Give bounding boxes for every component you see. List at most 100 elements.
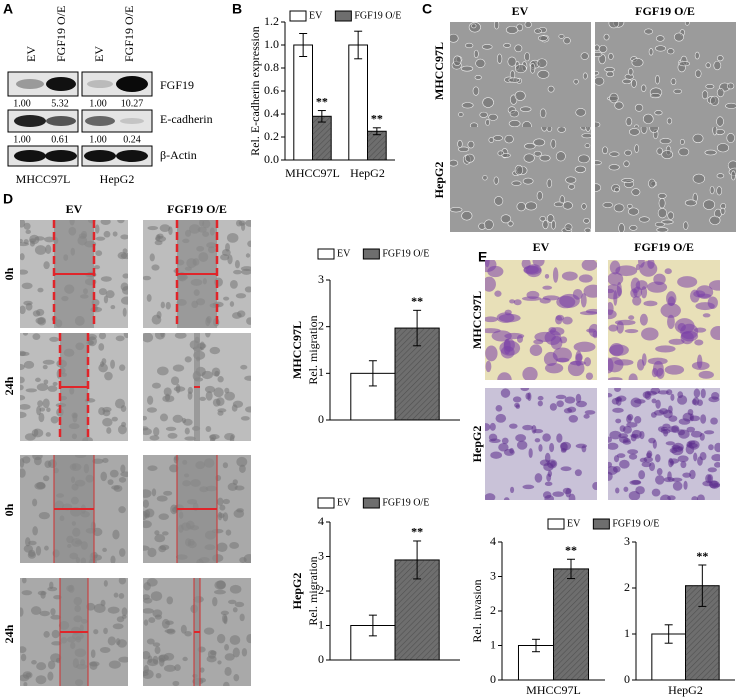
cell: [690, 430, 703, 438]
cell: [36, 662, 47, 671]
cell: [614, 388, 621, 393]
cell: [239, 464, 246, 473]
cell: [160, 301, 166, 309]
cell: [44, 236, 55, 243]
cell: [120, 405, 127, 412]
cell: [689, 289, 700, 303]
cell: [143, 275, 152, 281]
cell: [608, 471, 613, 481]
cell: [503, 497, 510, 500]
cell: [646, 391, 657, 396]
blot-band: [16, 79, 44, 89]
cell: [36, 405, 42, 416]
cell: [630, 397, 642, 408]
cell: [557, 127, 566, 133]
cell: [159, 657, 165, 667]
cells: [485, 260, 597, 380]
micrograph: [450, 127, 591, 232]
cell: [628, 315, 635, 320]
cell: [613, 203, 625, 213]
cell: [226, 232, 239, 243]
cell: [233, 674, 240, 682]
blot-band: [116, 150, 148, 162]
cell: [625, 117, 633, 127]
cell: [716, 143, 730, 153]
cell: [657, 193, 667, 199]
cell: [481, 44, 493, 50]
cell: [703, 199, 716, 210]
cell: [216, 542, 228, 552]
column-label: FGF19 O/E: [122, 6, 136, 62]
cell: [43, 261, 50, 270]
cell: [609, 92, 619, 104]
cell: [538, 444, 543, 452]
cell: [217, 408, 227, 413]
cell: [692, 173, 705, 184]
cell: [562, 201, 573, 210]
cell: [146, 294, 152, 302]
cell: [34, 236, 45, 241]
cell: [21, 578, 27, 584]
cell: [666, 389, 673, 396]
cell: [21, 282, 33, 290]
y-tick-label: 0: [318, 652, 324, 666]
cell: [514, 90, 526, 101]
cell: [578, 274, 593, 283]
cell: [627, 449, 639, 455]
cell: [495, 405, 503, 412]
cell: [562, 316, 573, 325]
side-label: MHCC97L: [290, 321, 304, 379]
cell: [640, 84, 647, 92]
cell: [550, 139, 557, 149]
cell: [579, 310, 597, 316]
significance: **: [316, 94, 328, 108]
cell: [612, 407, 624, 413]
cell: [677, 455, 689, 463]
cell: [169, 464, 179, 473]
cell: [595, 183, 602, 192]
cell: [581, 203, 587, 210]
cell: [120, 464, 126, 473]
cell: [647, 357, 668, 365]
cell: [668, 458, 680, 464]
cell: [667, 211, 674, 220]
cell: [100, 361, 105, 368]
y-tick-label: 2: [318, 583, 324, 597]
cells: [143, 455, 251, 563]
cell: [147, 465, 158, 471]
cell: [485, 119, 490, 126]
quant: 0.61: [51, 134, 69, 145]
cell: [714, 442, 720, 453]
cell: [708, 444, 714, 451]
micrograph: [143, 333, 251, 441]
cell: [245, 253, 251, 258]
cell: [37, 287, 44, 293]
cell: [539, 154, 551, 162]
cell: [146, 395, 154, 405]
cell: [673, 32, 685, 42]
cell: [624, 149, 632, 156]
legend-swatch: [362, 497, 380, 509]
cell: [20, 305, 26, 315]
quant: 1.00: [13, 98, 31, 109]
cell: [485, 316, 498, 323]
cell: [118, 476, 127, 483]
cell: [239, 613, 245, 622]
cell: [522, 121, 532, 127]
y-tick-label: 1: [318, 617, 324, 631]
cell: [583, 414, 590, 419]
cell: [609, 260, 621, 275]
cell: [716, 186, 723, 196]
cell: [460, 65, 474, 72]
cell: [20, 238, 23, 244]
cell: [608, 442, 619, 450]
cells: [595, 22, 736, 127]
cell: [23, 544, 34, 553]
cell: [697, 293, 712, 298]
cell: [544, 273, 550, 279]
cell: [508, 119, 521, 127]
cell: [614, 359, 634, 366]
cell: [50, 608, 56, 616]
cell: [229, 635, 241, 645]
micrograph: [608, 260, 720, 380]
